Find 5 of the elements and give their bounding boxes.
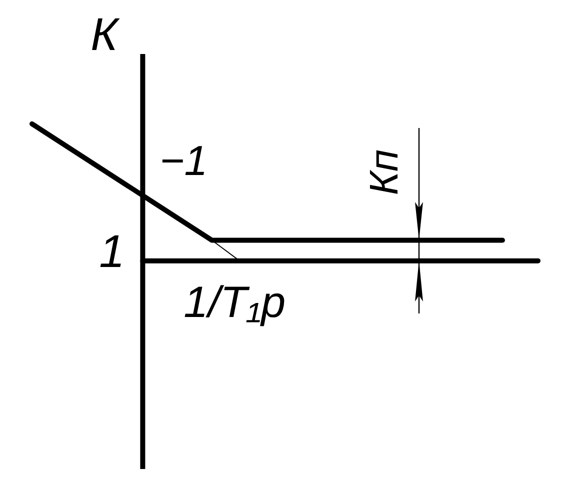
annotation: −1 <box>160 136 208 184</box>
annotation: 1 <box>99 224 125 277</box>
text: 1/T₁p <box>184 278 286 328</box>
annotation: Кп <box>362 149 407 196</box>
y-axis-title: К <box>90 8 121 60</box>
